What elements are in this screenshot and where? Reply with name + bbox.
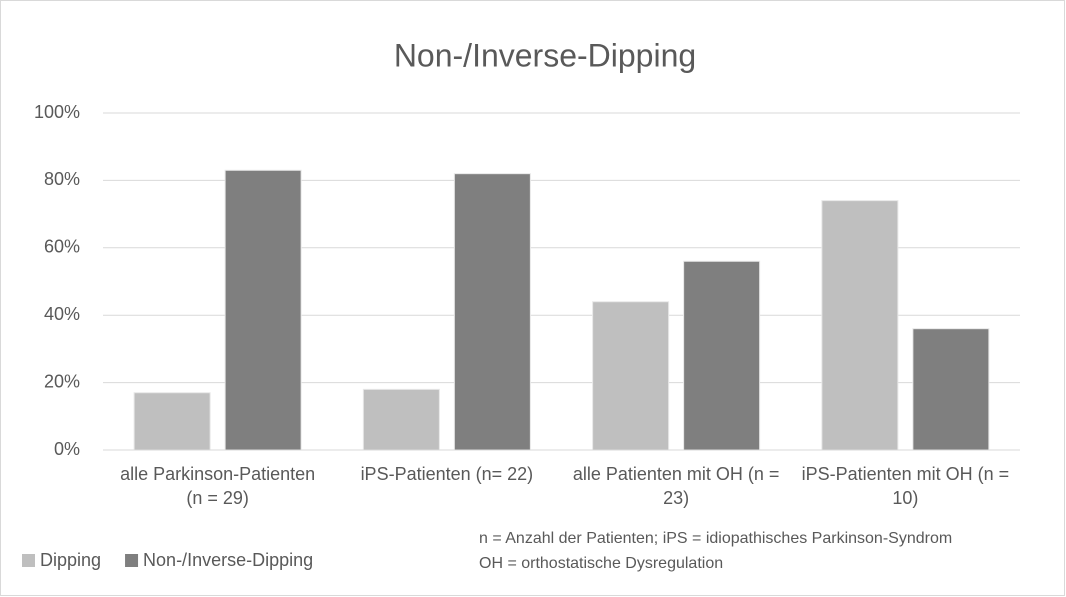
- x-tick-label: iPS-Patienten mit OH (n = 10): [801, 464, 1010, 508]
- y-tick-label: 40%: [44, 304, 80, 324]
- legend-label: Dipping: [40, 550, 101, 570]
- y-tick-label: 20%: [44, 371, 80, 391]
- annotation: n = Anzahl der Patienten; iPS = idiopath…: [479, 530, 953, 547]
- bar: [453, 173, 531, 451]
- x-tick-label: alle Parkinson-Patienten (n = 29): [120, 464, 316, 508]
- bar: [912, 328, 990, 451]
- legend-swatch: [22, 554, 35, 567]
- bar: [683, 260, 761, 451]
- y-tick-label: 100%: [34, 102, 80, 122]
- y-tick-label: 60%: [44, 237, 80, 257]
- bar: [592, 301, 670, 451]
- y-tick-label: 80%: [44, 169, 80, 189]
- bar: [362, 388, 440, 451]
- x-tick-label: alle Patienten mit OH (n = 23): [572, 464, 780, 508]
- bar: [224, 169, 302, 451]
- bar: [133, 392, 211, 451]
- y-tick-label: 0%: [54, 439, 80, 459]
- legend-swatch: [125, 554, 139, 567]
- legend-label: Non-/Inverse-Dipping: [143, 550, 313, 570]
- bar: [821, 200, 899, 451]
- chart-title: Non-/Inverse-Dipping: [394, 37, 696, 73]
- annotation: OH = orthostatische Dysregulation: [479, 555, 724, 572]
- x-tick-label: iPS-Patienten (n= 22): [360, 464, 534, 484]
